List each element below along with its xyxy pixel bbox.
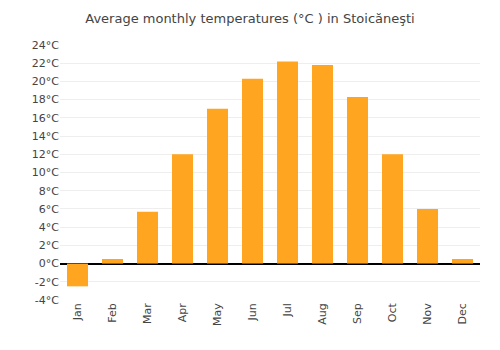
svg-text:16°C: 16°C [32, 112, 59, 125]
svg-text:-2°C: -2°C [35, 276, 59, 289]
svg-text:4°C: 4°C [39, 221, 59, 234]
svg-text:Mar: Mar [141, 303, 154, 324]
svg-text:Feb: Feb [106, 303, 119, 322]
svg-text:8°C: 8°C [39, 185, 59, 198]
svg-text:22°C: 22°C [32, 57, 59, 70]
svg-text:2°C: 2°C [39, 239, 59, 252]
svg-text:May: May [211, 303, 224, 326]
svg-text:Oct: Oct [386, 303, 399, 323]
svg-text:Sep: Sep [351, 303, 364, 324]
svg-text:Nov: Nov [421, 303, 434, 325]
svg-text:-4°C: -4°C [35, 294, 59, 307]
svg-text:Jan: Jan [71, 303, 84, 321]
svg-text:Apr: Apr [176, 303, 189, 323]
svg-text:Average monthly temperatures (: Average monthly temperatures (°C ) in St… [85, 11, 414, 26]
svg-text:6°C: 6°C [39, 203, 59, 216]
svg-text:Jul: Jul [281, 303, 294, 317]
svg-text:0°C: 0°C [39, 257, 59, 270]
svg-text:18°C: 18°C [32, 93, 59, 106]
svg-text:24°C: 24°C [32, 39, 59, 52]
svg-text:20°C: 20°C [32, 75, 59, 88]
svg-text:14°C: 14°C [32, 130, 59, 143]
svg-text:12°C: 12°C [32, 148, 59, 161]
svg-text:10°C: 10°C [32, 166, 59, 179]
svg-text:Dec: Dec [456, 303, 469, 324]
svg-text:Aug: Aug [316, 303, 329, 324]
svg-text:Jun: Jun [246, 303, 259, 321]
